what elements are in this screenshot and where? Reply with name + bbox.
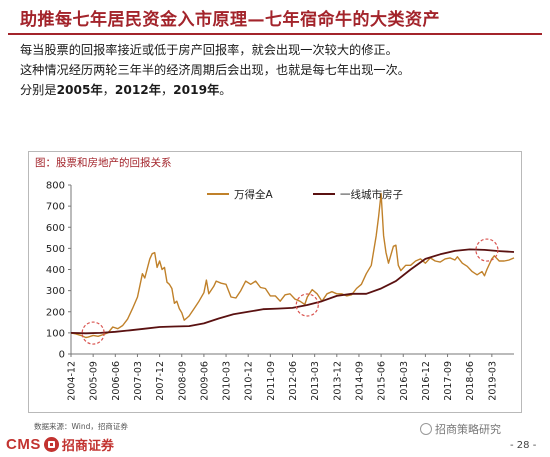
x-tick-label: 2016-03 bbox=[399, 361, 410, 401]
logo-mark-icon bbox=[43, 436, 59, 452]
highlight-circle-3 bbox=[475, 238, 499, 262]
x-tick-label: 2008-09 bbox=[177, 361, 188, 401]
logo-text-cn: 招商证券 bbox=[61, 438, 114, 454]
x-tick-label: 2006-06 bbox=[111, 361, 122, 401]
title-divider bbox=[8, 33, 542, 35]
y-tick-label: 100 bbox=[46, 328, 65, 339]
line3-prefix: 分别是 bbox=[20, 83, 57, 97]
y-tick-label: 500 bbox=[46, 244, 65, 255]
year-2005: 2005年 bbox=[56, 83, 103, 97]
x-tick-label: 2019-03 bbox=[487, 361, 498, 401]
x-tick-label: 2010-12 bbox=[244, 361, 255, 401]
x-tick-label: 2010-03 bbox=[222, 361, 233, 401]
source-note: 数据来源：Wind，招商证券 bbox=[34, 422, 128, 431]
x-tick-label: 2015-06 bbox=[377, 361, 388, 401]
wechat-icon bbox=[420, 423, 432, 435]
x-tick-label: 2016-12 bbox=[421, 361, 432, 401]
x-tick-label: 2014-09 bbox=[354, 361, 365, 401]
y-tick-label: 300 bbox=[46, 286, 65, 297]
x-tick-label: 2018-06 bbox=[465, 361, 476, 401]
chart-panel: 图：股票和房地产的回报关系 0 100 200 300 400 500 600 700 800 2… bbox=[28, 151, 522, 413]
x-tick-label: 2013-03 bbox=[310, 361, 321, 401]
watermark: 招商策略研究 bbox=[420, 421, 501, 437]
y-tick-label: 700 bbox=[46, 202, 65, 213]
chart-title: 图：股票和房地产的回报关系 bbox=[35, 156, 172, 169]
y-tick-label: 200 bbox=[46, 307, 65, 318]
series-line-2 bbox=[70, 248, 515, 335]
legend-label-2: 一线城市房子 bbox=[340, 188, 403, 201]
series-line-1 bbox=[70, 192, 515, 339]
line3-suffix: 。 bbox=[219, 83, 232, 97]
separator: ， bbox=[160, 83, 174, 97]
brand-logo: CMS 招商证券 bbox=[6, 434, 114, 454]
x-tick-label: 2005-09 bbox=[89, 361, 100, 401]
returns-line-chart: 图：股票和房地产的回报关系 0 100 200 300 400 500 600 700 800 2… bbox=[35, 156, 515, 401]
page-number: - 28 - bbox=[510, 440, 537, 451]
x-tick-label: 2009-06 bbox=[199, 361, 210, 401]
separator: ， bbox=[102, 83, 115, 97]
logo-text-en: CMS bbox=[6, 435, 41, 453]
x-tick-label: 2007-03 bbox=[133, 361, 144, 401]
watermark-text: 招商策略研究 bbox=[435, 423, 501, 436]
x-tick-label: 2012-06 bbox=[288, 361, 299, 401]
body-text-line-2: 这种情况经历两轮三年半的经济周期后会出现，也就是每七年出现一次。 bbox=[20, 63, 410, 77]
y-tick-label: 400 bbox=[46, 265, 65, 276]
x-tick-label: 2007-12 bbox=[155, 361, 166, 401]
x-tick-label: 2017-09 bbox=[443, 361, 454, 401]
y-tick-label: 600 bbox=[46, 223, 65, 234]
legend-label-1: 万得全A bbox=[234, 188, 273, 201]
year-2012: 2012年 bbox=[114, 83, 161, 97]
y-tick-label: 0 bbox=[59, 350, 65, 361]
x-tick-label: 2013-12 bbox=[332, 361, 343, 401]
body-text-line-1: 每当股票的回报率接近或低于房产回报率，就会出现一次较大的修正。 bbox=[20, 43, 398, 57]
year-2019: 2019年 bbox=[173, 83, 220, 97]
slide-title: 助推每七年居民资金入市原理—七年宿命牛的大类资产 bbox=[20, 10, 440, 30]
highlight-circle-1 bbox=[81, 321, 105, 345]
x-tick-label: 2011-09 bbox=[266, 361, 277, 401]
x-tick-label: 2004-12 bbox=[67, 361, 78, 401]
y-tick-label: 800 bbox=[46, 181, 65, 192]
body-text-line-3: 分别是2005年，2012年，2019年。 bbox=[20, 80, 231, 98]
